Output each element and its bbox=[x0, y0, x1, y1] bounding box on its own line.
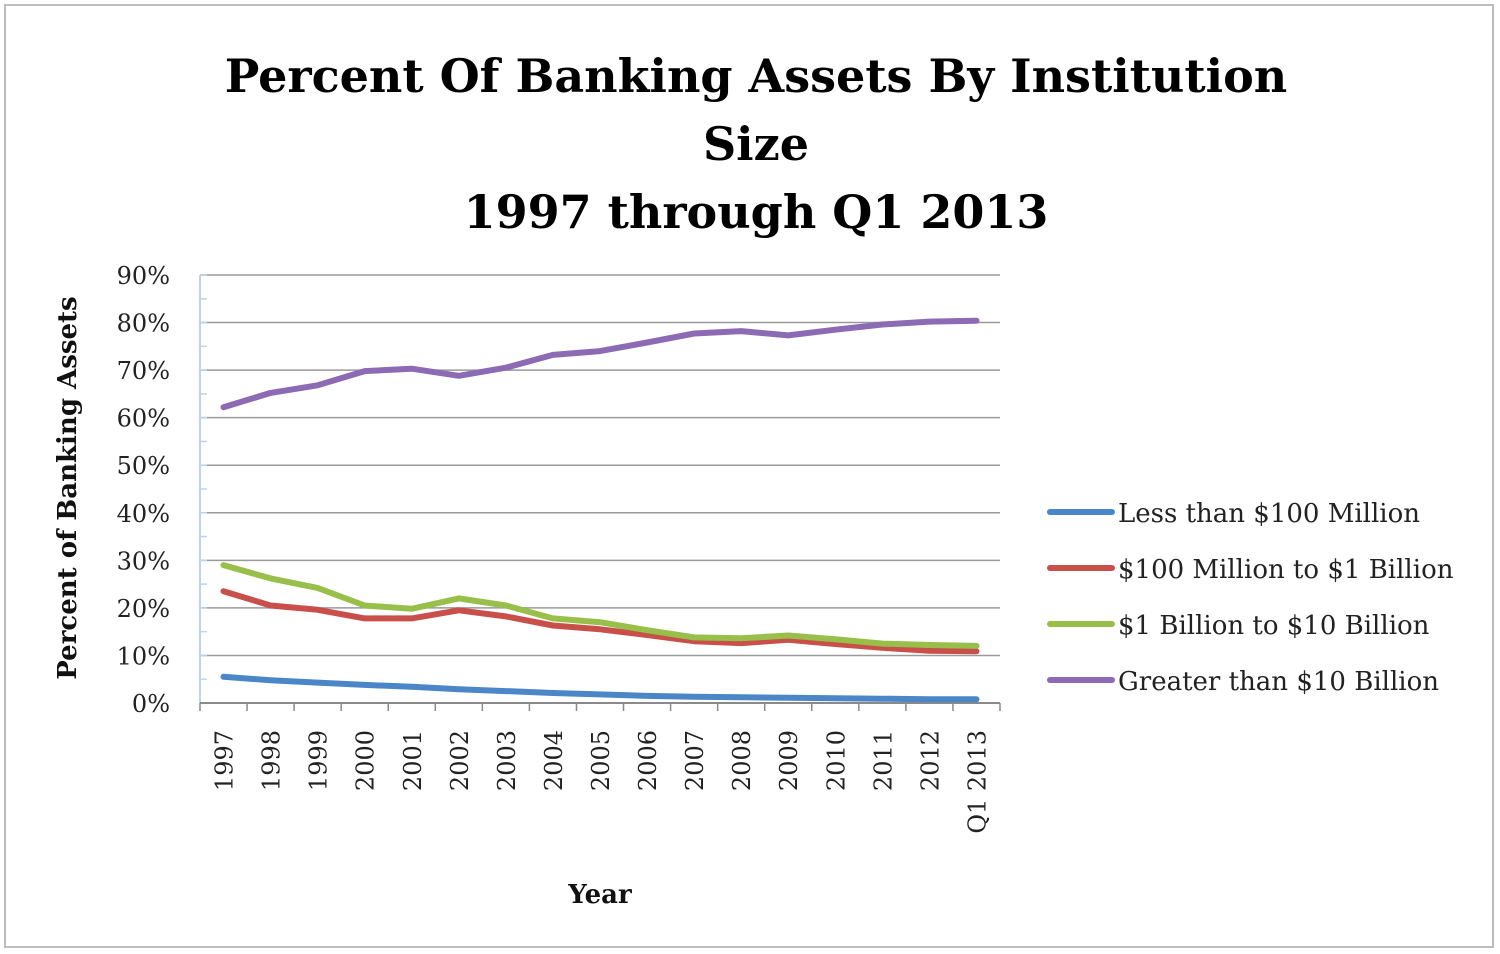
x-tick-label: 1999 bbox=[305, 730, 333, 791]
legend-label: $100 Million to $1 Billion bbox=[1118, 555, 1454, 585]
y-tick-label: 10% bbox=[117, 642, 170, 670]
y-tick-label: 70% bbox=[117, 357, 170, 385]
x-tick-label: 2009 bbox=[775, 730, 803, 791]
chart-frame: Percent Of Banking Assets By Institution… bbox=[4, 4, 1494, 948]
x-tick-label: 2002 bbox=[446, 730, 474, 791]
x-tick-label: 2012 bbox=[916, 730, 944, 791]
y-tick-label: 50% bbox=[117, 452, 170, 480]
x-tick-label: 2004 bbox=[540, 730, 568, 791]
x-tick-labels: 1997 1998 1999 2000 2001 2002 2003 2004 2005 2006… bbox=[211, 730, 992, 834]
x-tick-label: 2008 bbox=[728, 730, 756, 791]
series-lines bbox=[220, 317, 980, 703]
axes bbox=[199, 274, 1001, 711]
y-tick-labels: 0% 10% 20% 30% 40% 50% 60% 70% 80% 90% bbox=[117, 262, 170, 718]
chart-title-line-2: Size bbox=[702, 117, 810, 171]
legend: Less than $100 Million $100 Million to $1… bbox=[1047, 499, 1454, 697]
x-tick-label: Q1 2013 bbox=[963, 730, 991, 834]
chart-title-line-1: Percent Of Banking Assets By Institution bbox=[224, 49, 1288, 103]
x-tick-label: 2000 bbox=[352, 730, 380, 791]
x-tick-label: 2003 bbox=[493, 730, 521, 791]
x-tick-label: 2006 bbox=[634, 730, 662, 791]
x-tick-label: 2001 bbox=[399, 730, 427, 791]
legend-label: Greater than $10 Billion bbox=[1118, 667, 1439, 697]
series-line-1 bbox=[220, 673, 980, 703]
x-axis-title: Year bbox=[567, 880, 632, 910]
series-line-3 bbox=[220, 562, 980, 649]
y-axis-title: Percent of Banking Assets bbox=[53, 296, 83, 679]
gridlines bbox=[200, 274, 1000, 657]
x-tick-label: 2010 bbox=[822, 730, 850, 791]
chart-title-line-3: 1997 through Q1 2013 bbox=[463, 185, 1049, 239]
y-tick-label: 20% bbox=[117, 595, 170, 623]
legend-label: Less than $100 Million bbox=[1118, 499, 1420, 529]
series-line-4 bbox=[220, 317, 980, 411]
y-tick-label: 0% bbox=[132, 690, 170, 718]
series-line-2 bbox=[220, 588, 980, 655]
y-tick-label: 90% bbox=[117, 262, 170, 290]
y-tick-label: 60% bbox=[117, 405, 170, 433]
x-tick-label: 2005 bbox=[587, 730, 615, 791]
y-tick-label: 40% bbox=[117, 500, 170, 528]
legend-label: $1 Billion to $10 Billion bbox=[1118, 611, 1430, 641]
x-tick-label: 1998 bbox=[258, 730, 286, 791]
x-tick-label: 1997 bbox=[211, 730, 239, 791]
y-tick-label: 30% bbox=[117, 547, 170, 575]
y-tick-label: 80% bbox=[117, 310, 170, 338]
x-tick-label: 2007 bbox=[681, 730, 709, 791]
chart-title: Percent Of Banking Assets By Institution… bbox=[156, 42, 1356, 246]
x-tick-label: 2011 bbox=[869, 730, 897, 791]
